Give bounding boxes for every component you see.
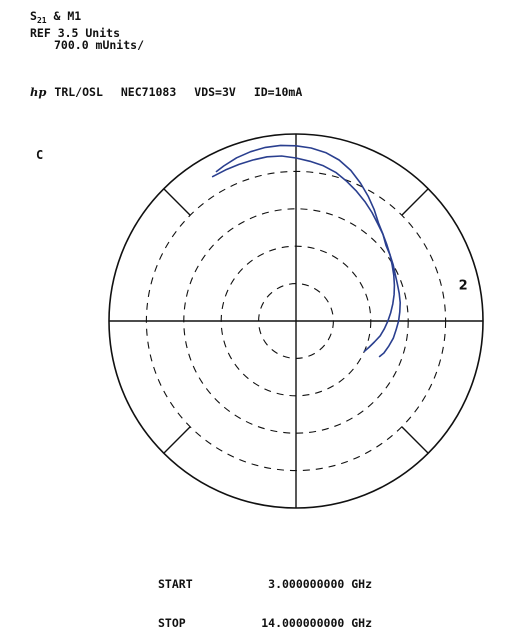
trace-2 <box>213 156 395 351</box>
stop-label: STOP <box>158 617 220 630</box>
polar-chart: 12 <box>0 0 515 585</box>
diagonal-spoke-225 <box>164 427 190 453</box>
marker-group: 12 <box>459 262 515 294</box>
stop-frequency: 14.000000000 GHz <box>220 617 372 630</box>
diagonal-spoke-315 <box>402 427 428 453</box>
diagonal-spoke-45 <box>402 189 428 215</box>
diagonal-spoke-135 <box>164 189 190 215</box>
marker-label-2: 2 <box>459 278 468 293</box>
trace-group <box>213 145 401 356</box>
trace-1 <box>217 145 401 356</box>
polar-grid <box>109 134 483 508</box>
